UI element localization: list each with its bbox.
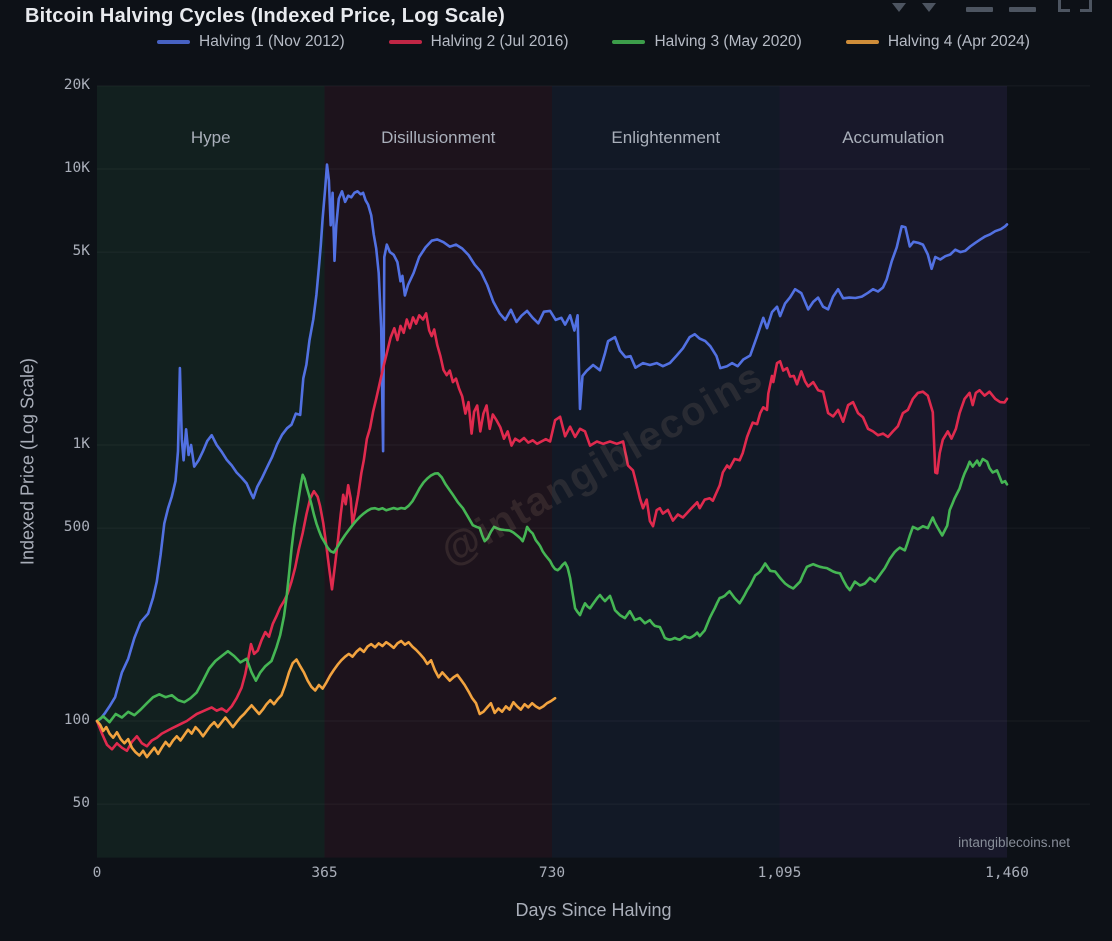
y-tick-label: 100: [63, 712, 90, 728]
phase-band-enlightenment: [552, 85, 780, 858]
series-line-halving-3: [95, 457, 1009, 724]
x-tick-label: 730: [538, 865, 566, 881]
legend-swatch-halving-4: [845, 40, 879, 44]
y-tick-label: 50: [72, 795, 90, 812]
y-axis-title: Indexed Price (Log Scale): [17, 357, 38, 566]
y-tick-label: 5K: [72, 243, 90, 260]
legend-item-halving-2[interactable]: Halving 2 (Jul 2016): [388, 33, 569, 51]
legend-label: Halving 4 (Apr 2024): [887, 33, 1030, 50]
legend-item-halving-3[interactable]: Halving 3 (May 2020): [612, 33, 802, 51]
bracket-right-icon[interactable]: [1080, 0, 1092, 12]
phase-band-disillusionment: [324, 85, 552, 858]
legend: Halving 1 (Nov 2012) Halving 2 (Jul 2016)…: [97, 33, 1090, 51]
x-tick-label: 0: [92, 865, 102, 881]
legend-swatch-halving-1: [157, 40, 191, 44]
phase-label-disillusionment: Disillusionment: [381, 128, 496, 147]
chevron-down-icon[interactable]: [922, 3, 936, 12]
chevron-down-icon[interactable]: [892, 3, 906, 12]
phase-band-accumulation: [779, 85, 1007, 858]
phase-label-enlightenment: Enlightenment: [611, 128, 721, 147]
x-tick-label: 1,095: [757, 865, 802, 881]
y-tick-label: 1K: [72, 436, 90, 452]
y-tick-label: 500: [63, 519, 90, 536]
phase-band-hype: [97, 85, 325, 858]
legend-label: Halving 3 (May 2020): [654, 33, 802, 50]
x-axis-title: Days Since Halving: [515, 900, 672, 920]
legend-item-halving-4[interactable]: Halving 4 (Apr 2024): [845, 33, 1030, 51]
modebar: [892, 0, 1092, 12]
series-line-halving-2: [95, 312, 1009, 753]
legend-swatch-halving-3: [612, 40, 646, 44]
legend-label: Halving 1 (Nov 2012): [199, 33, 345, 50]
x-tick-label: 365: [311, 865, 338, 881]
bar-icon[interactable]: [966, 7, 993, 12]
phase-label-hype: Hype: [190, 128, 231, 147]
legend-item-halving-1[interactable]: Halving 1 (Nov 2012): [157, 33, 345, 51]
page-title: Bitcoin Halving Cycles (Indexed Price, L…: [25, 5, 505, 27]
x-tick-label: 1,460: [985, 865, 1029, 881]
footer-link: intangiblecoins.net: [958, 835, 1070, 850]
y-tick-label: 10K: [63, 160, 90, 176]
phase-label-accumulation: Accumulation: [842, 128, 945, 147]
legend-label: Halving 2 (Jul 2016): [430, 33, 569, 50]
bracket-left-icon[interactable]: [1058, 0, 1070, 12]
series-line-halving-4: [95, 639, 557, 759]
series-line-halving-1: [95, 163, 1009, 723]
y-tick-label: 20K: [63, 76, 90, 93]
legend-swatch-halving-2: [388, 40, 422, 44]
bar-icon[interactable]: [1009, 7, 1036, 12]
